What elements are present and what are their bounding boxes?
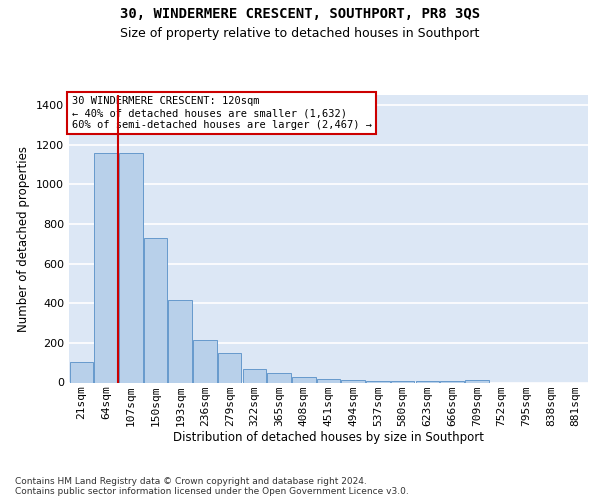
Bar — [317, 379, 340, 382]
Text: Contains public sector information licensed under the Open Government Licence v3: Contains public sector information licen… — [15, 487, 409, 496]
Bar — [366, 381, 389, 382]
Bar — [292, 376, 316, 382]
Text: 30, WINDERMERE CRESCENT, SOUTHPORT, PR8 3QS: 30, WINDERMERE CRESCENT, SOUTHPORT, PR8 … — [120, 8, 480, 22]
Bar — [242, 368, 266, 382]
Y-axis label: Number of detached properties: Number of detached properties — [17, 146, 31, 332]
Bar — [94, 152, 118, 382]
Bar — [465, 380, 488, 382]
Bar — [218, 353, 241, 382]
Text: Contains HM Land Registry data © Crown copyright and database right 2024.: Contains HM Land Registry data © Crown c… — [15, 477, 367, 486]
Bar — [341, 380, 365, 382]
Text: Size of property relative to detached houses in Southport: Size of property relative to detached ho… — [121, 28, 479, 40]
Bar — [119, 154, 143, 382]
X-axis label: Distribution of detached houses by size in Southport: Distribution of detached houses by size … — [173, 432, 484, 444]
Bar — [440, 381, 464, 382]
Bar — [144, 238, 167, 382]
Bar — [268, 373, 291, 382]
Bar — [391, 381, 415, 382]
Text: 30 WINDERMERE CRESCENT: 120sqm
← 40% of detached houses are smaller (1,632)
60% : 30 WINDERMERE CRESCENT: 120sqm ← 40% of … — [71, 96, 371, 130]
Bar — [70, 362, 93, 382]
Bar — [169, 300, 192, 382]
Bar — [416, 381, 439, 382]
Bar — [193, 340, 217, 382]
